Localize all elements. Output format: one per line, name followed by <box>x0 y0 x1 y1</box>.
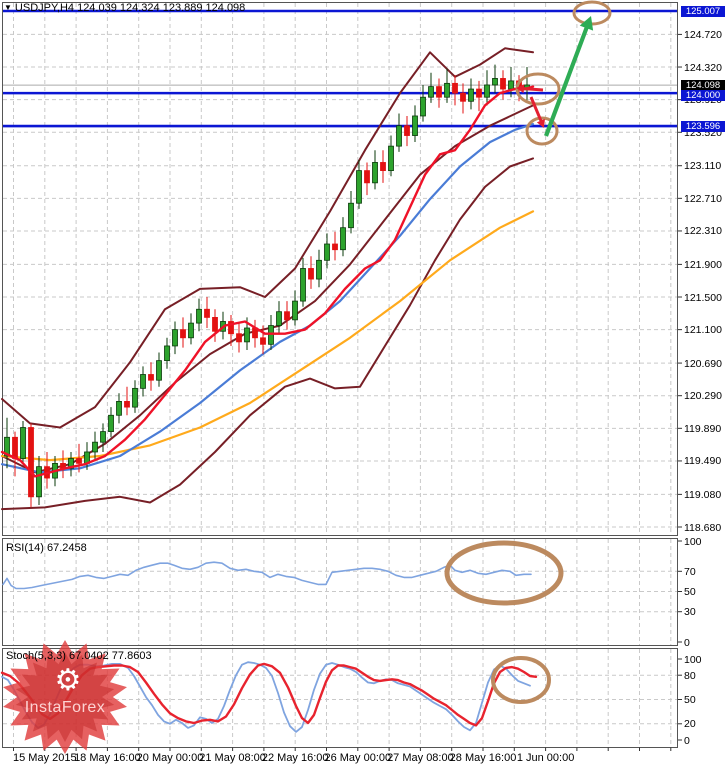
price-axis-label: 123.110 <box>684 160 722 173</box>
time-axis-label: 1 Jun 00:00 <box>516 752 575 764</box>
chart-title: ▼ USDJPY,H4 124.039 124.324 123.889 124.0… <box>4 2 245 14</box>
price-axis-label: 121.100 <box>684 324 722 337</box>
symbol-marker-icon: ▼ <box>4 3 12 12</box>
stoch-scale-label: 50 <box>684 694 696 706</box>
rsi-scale-label: 70 <box>684 565 696 578</box>
price-axis-label: 118.680 <box>684 521 722 534</box>
price-axis-label: 121.900 <box>684 258 722 271</box>
stoch-scale-label: 100 <box>684 653 702 666</box>
current-price-tag: 124.098 <box>681 79 725 91</box>
price-axis-label: 122.310 <box>684 225 722 238</box>
stoch-scale-label: 0 <box>684 734 690 747</box>
level-price-tag: 125.007 <box>681 5 725 17</box>
chart-title-text: USDJPY,H4 124.039 124.324 123.889 124.09… <box>14 2 246 14</box>
time-axis-label: 18 May 16:00 <box>74 752 141 764</box>
time-axis-label: 27 May 08:00 <box>387 752 454 764</box>
time-axis-label: 22 May 16:00 <box>261 752 329 764</box>
rsi-scale-label: 100 <box>684 535 702 548</box>
time-axis-label: 21 May 08:00 <box>199 752 266 764</box>
price-axis-label: 121.500 <box>684 291 722 304</box>
price-axis-label: 122.710 <box>684 192 722 205</box>
rsi-scale-label: 50 <box>684 586 696 598</box>
time-axis-label: 28 May 16:00 <box>449 752 517 764</box>
time-axis-label: 20 May 00:00 <box>136 752 204 764</box>
price-axis-label: 120.690 <box>684 357 722 370</box>
stoch-scale-label: 20 <box>684 718 696 731</box>
price-axis-label: 119.890 <box>684 422 722 435</box>
price-axis-label: 124.720 <box>684 28 722 41</box>
time-axis-label: 15 May 2015 <box>12 752 77 764</box>
stoch-scale-label: 80 <box>684 669 696 682</box>
price-axis-label: 124.320 <box>684 61 722 74</box>
price-axis-label: 120.290 <box>684 390 722 403</box>
rsi-scale-label: 30 <box>684 606 696 619</box>
level-price-tag: 124.000 <box>681 89 725 101</box>
stoch-indicator-label: Stoch(5,3,3) 67.0402 77.8603 <box>6 650 152 662</box>
time-axis-label: 26 May 00:00 <box>324 752 392 764</box>
rsi-indicator-label: RSI(14) 67.2458 <box>6 542 87 554</box>
price-axis-label: 119.080 <box>684 488 722 501</box>
price-axis-label: 119.490 <box>684 455 722 468</box>
level-price-tag: 123.596 <box>681 120 725 132</box>
rsi-scale-label: 0 <box>684 636 690 649</box>
